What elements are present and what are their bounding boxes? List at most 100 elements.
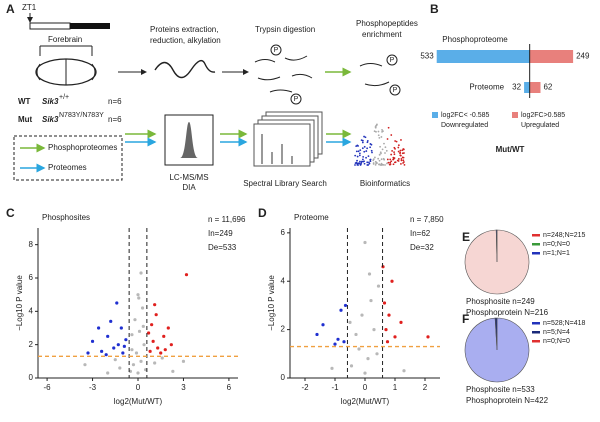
legend-text: n=0;N=0 (543, 338, 570, 345)
mini-dot (380, 158, 383, 161)
point (339, 308, 343, 312)
mini-dot (359, 164, 362, 166)
point (86, 351, 90, 355)
legend-swatch (432, 112, 438, 118)
legend-text: Phosphoproteomes (48, 143, 117, 152)
mini-dot (383, 158, 386, 161)
p-circle (290, 93, 302, 105)
point (181, 359, 186, 363)
mini-dot (403, 163, 406, 166)
point (357, 347, 361, 351)
mini-dot (384, 164, 386, 166)
mini-dot (375, 162, 378, 165)
mini-dot (354, 154, 357, 157)
legend-swatch (532, 331, 540, 334)
y-tick-label: 4 (29, 306, 34, 315)
point (393, 335, 397, 339)
peptides (359, 63, 390, 87)
bio-label: Bioinformatics (360, 179, 410, 188)
value-label: 62 (543, 83, 552, 92)
point (136, 371, 140, 375)
mini-dot (366, 147, 369, 150)
caption: Phosphoprotein N=216 (466, 308, 549, 317)
point (375, 352, 379, 356)
p-circle (389, 84, 401, 96)
legend-text: n=0;N=0 (543, 241, 570, 248)
point (109, 319, 113, 323)
allele: N783Y/N783Y (59, 112, 104, 119)
caption: Phosphosite n=249 (466, 297, 535, 306)
x-label: log2(Mut/WT) (341, 397, 390, 406)
mini-dot (364, 136, 367, 139)
point (151, 339, 155, 343)
mini-dot (369, 160, 372, 163)
x-tick-label: 2 (423, 383, 428, 392)
point (376, 284, 381, 288)
point (140, 306, 145, 310)
total: n = 7,850 (410, 215, 444, 224)
mini-dot (393, 151, 395, 154)
panel-label: A (6, 2, 15, 16)
p-icon: P (393, 87, 398, 94)
legend-swatch (512, 112, 518, 118)
light-bar (29, 22, 71, 30)
x-tick-label: 0 (136, 383, 141, 392)
zt-label: ZT1 (22, 3, 37, 12)
point (342, 340, 346, 344)
step-text: reduction, alkylation (150, 36, 221, 45)
mini-dot (369, 146, 372, 149)
ms-label: LC-MS/MS (169, 173, 208, 182)
category-label: Proteome (469, 83, 504, 92)
point (349, 364, 354, 368)
point (384, 328, 388, 332)
legend-text: n=1;N=1 (543, 250, 570, 257)
down-count: De=32 (410, 243, 434, 252)
point (333, 342, 337, 346)
mini-dot (391, 150, 393, 152)
point (106, 371, 110, 375)
mini-dot (378, 136, 381, 139)
mini-dot (390, 160, 393, 163)
panel-a: A ZT1 Forebrain Proteins extraction, red… (6, 2, 418, 192)
point (97, 326, 101, 330)
p-icon: P (274, 47, 279, 54)
point (363, 371, 367, 375)
point (426, 335, 430, 339)
legend-box (13, 135, 123, 181)
point (83, 363, 87, 367)
point (141, 324, 145, 328)
point (163, 348, 167, 352)
value-label: 249 (576, 52, 590, 61)
x-label: Mut/WT (496, 145, 525, 154)
caption: Phosphoprotein N=422 (466, 396, 549, 405)
point (148, 349, 152, 353)
step-text: enrichment (362, 30, 402, 39)
mini-dot (355, 150, 358, 153)
point (402, 369, 406, 373)
mini-dot (373, 130, 376, 133)
bar-down (524, 82, 530, 93)
point (390, 279, 394, 283)
point (360, 313, 364, 317)
point (184, 273, 189, 277)
mini-dot (375, 130, 377, 133)
point (137, 296, 141, 300)
point (119, 326, 123, 330)
point (166, 326, 170, 330)
mini-dot (358, 154, 361, 157)
point (130, 348, 134, 352)
mini-dot (377, 130, 380, 133)
legend-text: n=528;N=418 (543, 320, 586, 327)
mini-dot (356, 155, 359, 158)
mini-dot (374, 126, 377, 129)
panel-label: E (462, 230, 470, 244)
mini-dot (392, 163, 395, 166)
mini-dot (389, 163, 392, 165)
y-tick-label: 8 (29, 240, 34, 249)
x-tick-label: -1 (331, 383, 339, 392)
x-tick-label: -2 (301, 383, 309, 392)
point (343, 303, 348, 308)
point (118, 366, 122, 370)
group-n: n=6 (108, 115, 122, 124)
point (330, 366, 334, 370)
